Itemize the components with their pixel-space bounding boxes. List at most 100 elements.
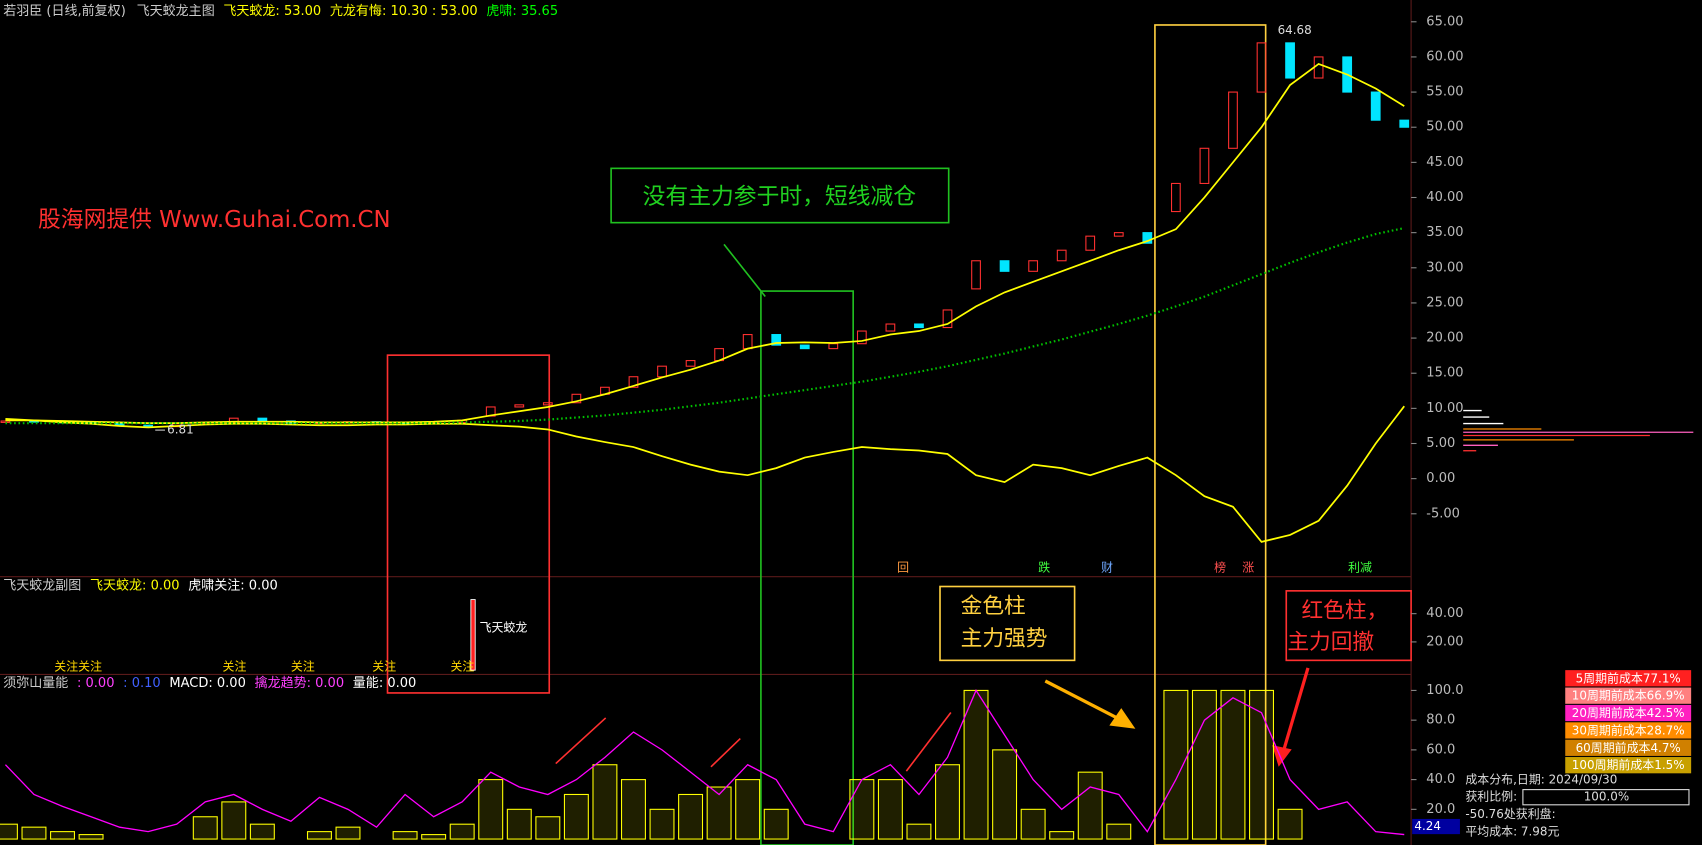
legend-entry: 量能: 0.00 bbox=[353, 676, 417, 691]
profit-at: -50.76处获利盘: bbox=[1465, 806, 1555, 821]
legend-entry: 飞天蛟龙: 0.00 bbox=[90, 578, 180, 593]
bar bbox=[50, 831, 76, 840]
bar bbox=[1220, 689, 1246, 840]
candle bbox=[1228, 91, 1238, 149]
cost-date: 成本分布,日期: 2024/09/30 bbox=[1465, 772, 1617, 786]
bar bbox=[620, 779, 646, 840]
profit-label: 获利比例: bbox=[1465, 790, 1517, 804]
bar bbox=[78, 834, 104, 840]
bar bbox=[735, 779, 761, 840]
bar-label: 飞天蛟龙 bbox=[480, 619, 528, 634]
y-tick-label: 55.00 bbox=[1426, 85, 1463, 100]
candle bbox=[628, 376, 639, 388]
candle bbox=[1370, 91, 1381, 121]
cost-distribution bbox=[1463, 409, 1694, 452]
note-box bbox=[1285, 590, 1412, 662]
arrow bbox=[555, 717, 607, 765]
pane-header: 须弥山量能: 0.00: 0.10 MACD: 0.00 擒龙趋势: 0.00 量能:… bbox=[3, 675, 416, 691]
bar bbox=[649, 808, 675, 840]
signal: 关注 bbox=[450, 658, 474, 673]
bar bbox=[1020, 808, 1046, 840]
legend-entry: 虎啸关注: 0.00 bbox=[188, 578, 278, 593]
cost-row-bg bbox=[1565, 704, 1692, 722]
cost-row-bg bbox=[1565, 687, 1692, 704]
y-tick-label: 10.00 bbox=[1426, 401, 1463, 416]
bar bbox=[506, 808, 532, 840]
bar bbox=[249, 823, 275, 840]
y-tick-label: 20.00 bbox=[1426, 331, 1463, 346]
bar bbox=[906, 823, 932, 840]
y-tick-label: 5.00 bbox=[1426, 436, 1455, 451]
cost-row-bg bbox=[1565, 670, 1692, 687]
last-value-box bbox=[1412, 818, 1460, 835]
pane-title: 须弥山量能 bbox=[3, 675, 68, 691]
candle bbox=[799, 344, 810, 350]
bar bbox=[877, 779, 903, 840]
candle bbox=[1285, 42, 1295, 79]
cost-row: 20周期前成本42.5% bbox=[1572, 705, 1685, 720]
y-tick-label: -5.00 bbox=[1426, 506, 1460, 521]
candle bbox=[257, 417, 268, 422]
bar bbox=[335, 826, 361, 840]
arrow-head bbox=[1109, 708, 1136, 729]
note-box bbox=[939, 585, 1076, 662]
bar bbox=[449, 823, 475, 840]
legend-entry: MACD: 0.00 bbox=[169, 676, 246, 691]
bar bbox=[1049, 831, 1075, 840]
gold-box bbox=[1154, 24, 1267, 845]
candle bbox=[771, 334, 782, 346]
bar bbox=[963, 689, 989, 840]
bar bbox=[535, 816, 561, 840]
signal: 涨 bbox=[1242, 560, 1254, 575]
signal: 关注关注 bbox=[54, 658, 102, 673]
bar bbox=[470, 599, 476, 671]
cost-row-bg bbox=[1565, 722, 1692, 739]
legend-entry: 擒龙趋势: 0.00 bbox=[255, 675, 345, 691]
profit-value: 100.0% bbox=[1584, 790, 1630, 804]
series-line bbox=[5, 62, 1405, 425]
signal: 关注 bbox=[372, 658, 396, 673]
note-box bbox=[610, 167, 950, 224]
candle bbox=[1199, 147, 1210, 184]
last-value: 4.24 bbox=[1414, 819, 1441, 833]
cost-row-bg bbox=[1565, 757, 1692, 774]
y-tick-label: 65.00 bbox=[1426, 14, 1463, 29]
frame bbox=[0, 0, 1412, 845]
series-line bbox=[5, 405, 1405, 543]
candle bbox=[1256, 42, 1267, 93]
candle bbox=[999, 260, 1010, 272]
bar bbox=[0, 823, 18, 840]
y-tick-label: 100.0 bbox=[1426, 683, 1463, 698]
highlight-boxes bbox=[386, 24, 1267, 845]
y-tick-label: 0.00 bbox=[1426, 471, 1455, 486]
signal: 利减 bbox=[1348, 561, 1372, 575]
bar bbox=[563, 793, 589, 840]
arrow bbox=[710, 737, 741, 768]
candle bbox=[1170, 182, 1181, 213]
legend-entry: 虎啸: 35.65 bbox=[486, 3, 558, 18]
cost-row: 60周期前成本4.7% bbox=[1576, 740, 1681, 755]
arrow bbox=[1281, 667, 1310, 754]
stock-title: 若羽臣 (日线,前复权) bbox=[3, 2, 126, 18]
y-tick-label: 80.0 bbox=[1426, 713, 1455, 728]
arrow bbox=[723, 243, 766, 298]
y-tick-label: 20.00 bbox=[1426, 634, 1463, 649]
candle bbox=[1028, 260, 1039, 272]
annotation: 6.81 bbox=[167, 423, 194, 437]
arrow bbox=[1044, 679, 1125, 723]
candle bbox=[885, 323, 896, 332]
bar bbox=[392, 831, 418, 840]
y-tick-label: 15.00 bbox=[1426, 366, 1463, 381]
note-green: 没有主力参于时，短线减仓 bbox=[643, 184, 917, 210]
bar bbox=[935, 764, 960, 840]
signal: 关注 bbox=[223, 658, 247, 673]
bar bbox=[1277, 808, 1303, 840]
bar bbox=[221, 801, 247, 840]
legend-entry: 飞天蛟龙: 53.00 bbox=[223, 3, 321, 18]
cost-row-bg bbox=[1565, 739, 1692, 756]
bar bbox=[706, 786, 732, 840]
bar bbox=[1106, 823, 1132, 840]
bar bbox=[21, 826, 47, 840]
note-gold: 金色柱 bbox=[961, 594, 1026, 619]
